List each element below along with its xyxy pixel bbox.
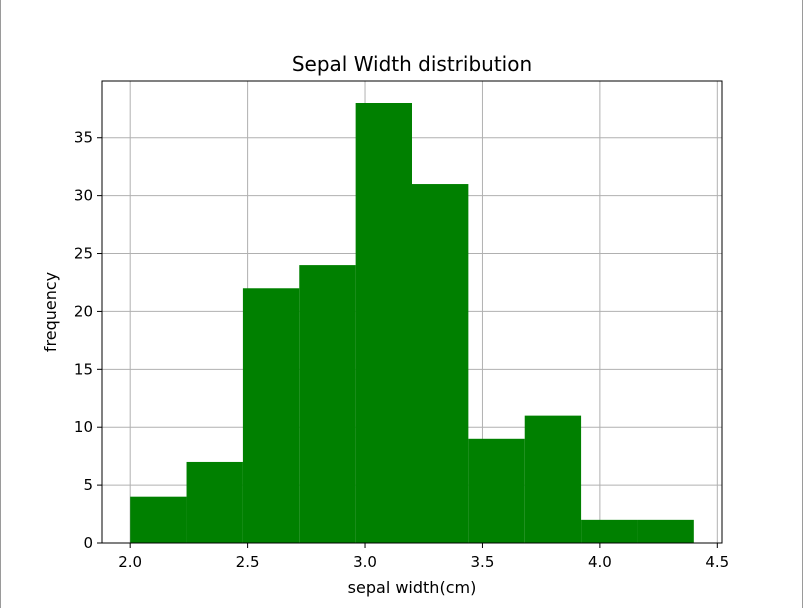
histogram-bar bbox=[130, 496, 187, 543]
y-tick-label: 15 bbox=[74, 360, 93, 378]
histogram-bar bbox=[524, 415, 582, 543]
y-axis-ticks: 0 5 10 15 20 25 30 35 bbox=[74, 129, 102, 552]
y-tick-label: 35 bbox=[74, 129, 93, 147]
y-tick-label: 25 bbox=[74, 245, 93, 263]
axes-frame bbox=[101, 80, 723, 544]
y-tick-label: 5 bbox=[83, 476, 93, 494]
x-axis-ticks: 2.0 2.5 3.0 3.5 4.0 4.5 bbox=[118, 543, 729, 571]
x-tick-label: 4.5 bbox=[705, 553, 729, 571]
x-tick-label: 4.0 bbox=[588, 553, 612, 571]
y-tick-label: 10 bbox=[74, 418, 93, 436]
y-tick-label: 20 bbox=[74, 302, 93, 320]
histogram-bars bbox=[130, 103, 694, 544]
y-tick-label: 0 bbox=[83, 534, 93, 552]
histogram-bar bbox=[637, 519, 694, 543]
histogram-bar bbox=[186, 461, 243, 543]
chart-title: Sepal Width distribution bbox=[292, 52, 532, 76]
histogram-bar bbox=[581, 519, 638, 543]
x-axis-label: sepal width(cm) bbox=[348, 578, 477, 597]
histogram-bar bbox=[468, 438, 525, 543]
histogram-bar bbox=[299, 265, 356, 543]
histogram-bar bbox=[412, 184, 469, 544]
x-tick-label: 3.0 bbox=[353, 553, 377, 571]
y-tick-label: 30 bbox=[74, 187, 93, 205]
y-axis-label: frequency bbox=[41, 272, 60, 352]
histogram-bar bbox=[355, 103, 412, 543]
x-tick-label: 2.5 bbox=[236, 553, 260, 571]
histogram-bar bbox=[242, 288, 300, 543]
x-tick-label: 3.5 bbox=[471, 553, 495, 571]
x-tick-label: 2.0 bbox=[118, 553, 142, 571]
